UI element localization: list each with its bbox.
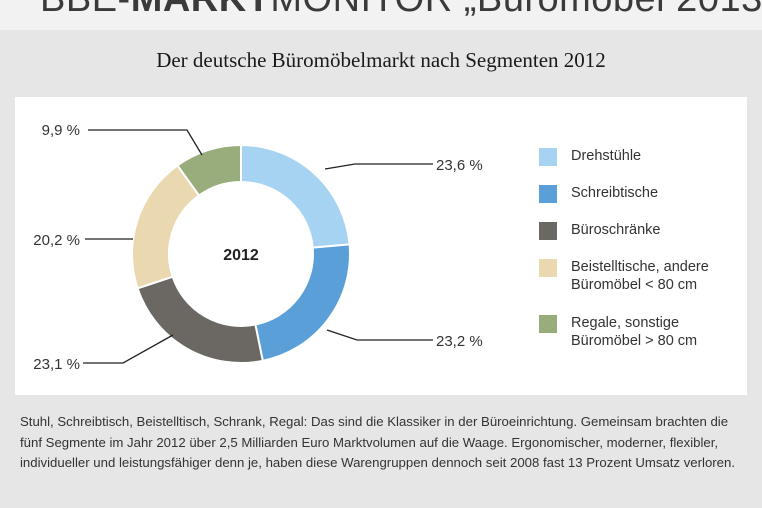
- legend-swatch-3: [539, 222, 557, 240]
- legend-label-line1: Drehstühle: [571, 148, 642, 164]
- slice-label-4: 20,2 %: [33, 232, 80, 249]
- legend-swatch-2: [539, 185, 557, 203]
- slice-label-5: 9,9 %: [42, 122, 80, 139]
- legend-swatch-4: [539, 259, 557, 277]
- chart-title: Der deutsche Büromöbelmarkt nach Segment…: [156, 48, 606, 72]
- header-band: BBE-MARKTMONITOR „Büromöbel 2013: [0, 0, 762, 30]
- legend-label-line1: Schreibtische: [571, 185, 659, 201]
- legend-label-line2: Büromöbel < 80 cm: [571, 277, 698, 293]
- legend-label-3: Büroschränke: [571, 221, 660, 239]
- donut-slice-4: [131, 164, 201, 290]
- donut-chart: 23,6 % 23,2 % 23,1 % 20,2 % 9,9 % 2012: [33, 122, 483, 373]
- leader-line-1: [324, 163, 433, 170]
- caption-text: Stuhl, Schreibtisch, Beistelltisch, Schr…: [20, 414, 736, 470]
- legend-label-1: Drehstühle: [571, 147, 641, 165]
- donut-slice-3: [136, 275, 264, 364]
- leader-line-3: [83, 334, 174, 364]
- leader-line-5: [88, 129, 203, 156]
- header-brand-right: MONITOR „Büromöbel 2013: [270, 0, 762, 20]
- legend-label-4: Beistelltische, andere Büromöbel < 80 cm: [571, 258, 709, 294]
- leader-line-2: [326, 329, 433, 341]
- header-brand-left: BBE-: [40, 0, 131, 20]
- header-brand-bold: MARKT: [131, 0, 271, 20]
- header-title: BBE-MARKTMONITOR „Büromöbel 2013: [40, 0, 762, 21]
- legend-label-line1: Regale, sonstige: [571, 315, 680, 331]
- slice-label-1: 23,6 %: [436, 157, 483, 174]
- legend-label-2: Schreibtische: [571, 184, 658, 202]
- slice-label-2: 23,2 %: [436, 333, 483, 350]
- donut-slice-1: [240, 143, 351, 249]
- legend-label-line1: Beistelltische, andere: [571, 259, 709, 275]
- donut-slice-2: [254, 243, 351, 362]
- legend-label-line1: Büroschränke: [571, 222, 661, 238]
- donut-center-label: 2012: [223, 247, 259, 264]
- legend-label-line2: Büromöbel > 80 cm: [571, 333, 698, 349]
- legend-swatch-5: [539, 315, 557, 333]
- donut-slice-5: [176, 143, 242, 197]
- legend-swatch-1: [539, 148, 557, 166]
- slice-label-3: 23,1 %: [33, 356, 80, 373]
- legend-label-5: Regale, sonstige Büromöbel > 80 cm: [571, 314, 697, 350]
- chart-panel: 23,6 % 23,2 % 23,1 % 20,2 % 9,9 % 2012 Drehst…: [15, 97, 747, 395]
